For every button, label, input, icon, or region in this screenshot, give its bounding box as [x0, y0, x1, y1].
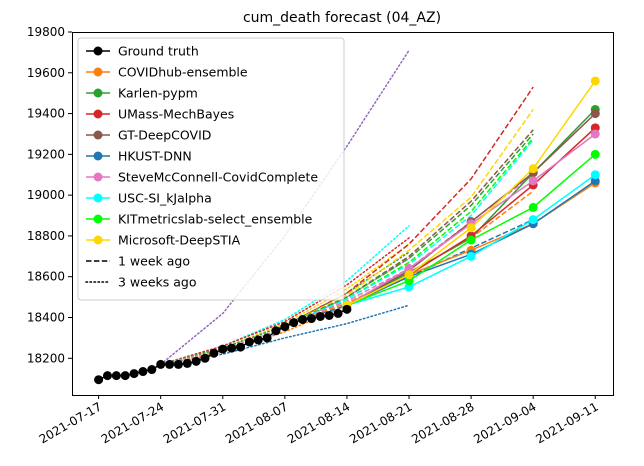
forecast-point-microsoft-deepstia — [404, 270, 414, 280]
forecast-point-usc-si-kjalpha — [590, 170, 600, 180]
ground-truth-point — [111, 371, 121, 381]
ground-truth-point — [182, 358, 192, 368]
legend-marker-gt-deepcovid — [93, 130, 103, 140]
legend-marker-ground-truth — [93, 46, 103, 56]
legend-label-1-week-ago: 1 week ago — [118, 254, 190, 269]
y-tick-label: 19000 — [27, 188, 65, 202]
forecast-point-microsoft-deepstia — [466, 223, 476, 233]
legend-label-stevemcconnell-covidcomplete: SteveMcConnell-CovidComplete — [118, 170, 318, 185]
legend-label-kitmetricslab-select-ensemble: KITmetricslab-select_ensemble — [118, 212, 313, 227]
legend-marker-kitmetricslab-select-ensemble — [93, 214, 103, 224]
legend-label-ground-truth: Ground truth — [118, 44, 199, 59]
plot-frame — [72, 32, 614, 396]
ground-truth-point — [306, 314, 316, 324]
forecast-point-kitmetricslab-select-ensemble — [528, 202, 538, 212]
y-tick-label: 19800 — [27, 25, 65, 39]
legend-marker-umass-mechbayes — [93, 109, 103, 119]
legend-marker-hkust-dnn — [93, 151, 103, 161]
forecast-point-usc-si-kjalpha — [466, 251, 476, 261]
ground-truth-point — [209, 348, 219, 358]
ground-truth-point — [191, 356, 201, 366]
ground-truth-series — [94, 304, 352, 385]
forecast-3w-ago-line-4 — [159, 243, 410, 366]
ground-truth-point — [156, 359, 166, 369]
legend-label-covidhub-ensemble: COVIDhub-ensemble — [118, 65, 248, 80]
legend-marker-stevemcconnell-covidcomplete — [93, 172, 103, 182]
ground-truth-point — [120, 371, 130, 381]
forecast-3w-ago-line-2 — [159, 224, 410, 366]
forecast-3w-ago-line-3 — [159, 237, 410, 366]
ground-truth-point — [315, 311, 325, 321]
forecast-point-kitmetricslab-select-ensemble — [590, 149, 600, 159]
forecast-point-gt-deepcovid — [590, 109, 600, 119]
legend-label-gt-deepcovid: GT-DeepCOVID — [118, 128, 211, 143]
ground-truth-point — [94, 375, 104, 385]
ground-truth-point — [280, 322, 290, 332]
forecast-1w-ago-line-2 — [284, 109, 534, 327]
legend-label-hkust-dnn: HKUST-DNN — [118, 149, 192, 164]
ground-truth-point — [244, 337, 254, 347]
ground-truth-point — [324, 310, 334, 320]
forecast-point-microsoft-deepstia — [590, 76, 600, 86]
ground-truth-point — [227, 343, 237, 353]
forecast-1w-ago-line-4 — [284, 133, 534, 327]
ground-truth-point — [200, 353, 210, 363]
ground-truth-point — [289, 318, 299, 328]
legend: Ground truth COVIDhub-ensemble Karlen-pypm… — [77, 37, 345, 301]
forecast-point-usc-si-kjalpha — [528, 215, 538, 225]
ground-truth-point — [253, 335, 263, 345]
forecast-point-microsoft-deepstia — [528, 164, 538, 174]
y-tick-label: 18400 — [27, 311, 65, 325]
ground-truth-point — [333, 308, 343, 318]
forecast-1w-ago-line-3 — [284, 129, 534, 327]
ground-truth-point — [129, 369, 139, 379]
y-tick-label: 19600 — [27, 66, 65, 80]
legend-marker-karlen-pypm — [93, 88, 103, 98]
chart-title: cum_death forecast (04_AZ) — [243, 10, 441, 26]
legend-marker-covidhub-ensemble — [93, 67, 103, 77]
legend-label-karlen-pypm: Karlen-pypm — [118, 86, 198, 101]
forecast-point-stevemcconnell-covidcomplete — [528, 176, 538, 186]
ground-truth-point — [298, 315, 308, 325]
legend-label-usc-si-kjalpha: USC-SI_kJalpha — [118, 191, 212, 206]
ground-truth-point — [138, 367, 148, 377]
legend-label-umass-mechbayes: UMass-MechBayes — [118, 107, 234, 122]
ground-truth-point — [173, 359, 183, 369]
legend-label-microsoft-deepstia: Microsoft-DeepSTIA — [118, 233, 241, 248]
y-tick-label: 18600 — [27, 270, 65, 284]
ground-truth-point — [165, 359, 175, 369]
y-tick-label: 18800 — [27, 229, 65, 243]
legend-marker-microsoft-deepstia — [93, 235, 103, 245]
ground-truth-point — [236, 342, 246, 352]
y-axis: 18200 18400 18600 18800 19000 19200 19400 19600… — [27, 25, 72, 365]
current-forecasts — [342, 76, 600, 310]
legend-label-3-weeks-ago: 3 weeks ago — [118, 275, 197, 290]
y-tick-label: 19200 — [27, 147, 65, 161]
ground-truth-point — [102, 371, 112, 381]
ground-truth-point — [262, 333, 272, 343]
ground-truth-point — [147, 365, 157, 375]
y-tick-label: 19400 — [27, 107, 65, 121]
legend-box — [77, 37, 345, 301]
forecast-point-kitmetricslab-select-ensemble — [466, 235, 476, 245]
forecast-point-stevemcconnell-covidcomplete — [590, 129, 600, 139]
ground-truth-point — [218, 344, 228, 354]
ground-truth-point — [342, 304, 352, 314]
legend-marker-usc-si-kjalpha — [93, 193, 103, 203]
forecast-1w-ago-line-5 — [284, 137, 534, 327]
ground-truth-point — [271, 326, 281, 336]
forecast-1w-ago-line-9 — [284, 218, 534, 327]
y-tick-label: 18200 — [27, 351, 65, 365]
